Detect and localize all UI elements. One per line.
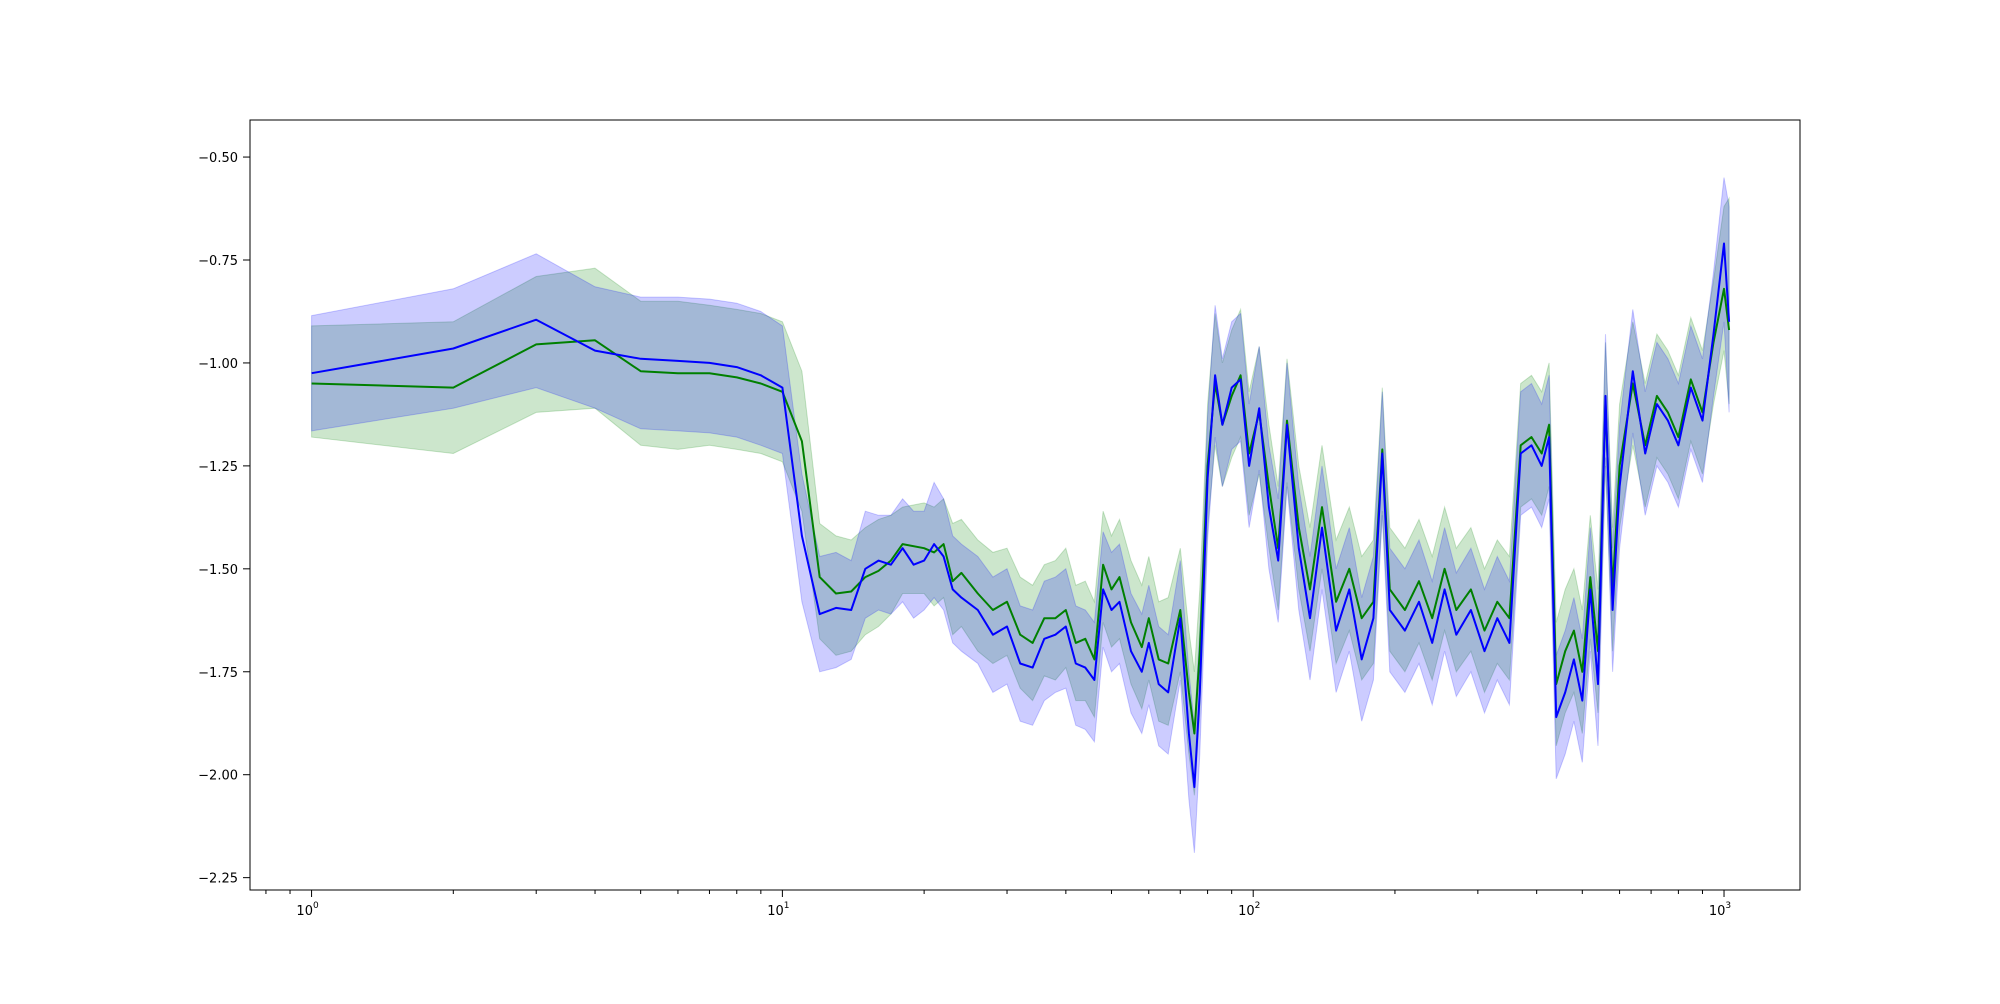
x-tick-label: 101 bbox=[767, 901, 789, 919]
x-tick-label: 103 bbox=[1709, 901, 1731, 919]
confidence-bands bbox=[311, 177, 1730, 853]
y-axis: −0.50 −0.75 −1.00 −1.25 −1.50 −1.75 −2.00 −2.25 bbox=[198, 151, 250, 887]
x-axis: 100 101 102 103 bbox=[265, 890, 1731, 919]
series-2-line bbox=[311, 242, 1731, 789]
y-tick-label: −1.50 bbox=[198, 563, 238, 578]
y-tick-label: −0.75 bbox=[198, 254, 238, 269]
y-tick-label: −0.50 bbox=[198, 151, 238, 166]
series-1-band bbox=[311, 196, 1730, 796]
plot-frame bbox=[249, 119, 1801, 891]
x-tick-label: 100 bbox=[296, 901, 319, 919]
y-tick-label: −1.00 bbox=[198, 357, 238, 372]
y-tick-label: −2.25 bbox=[198, 872, 238, 887]
y-tick-label: −2.00 bbox=[198, 769, 238, 784]
y-tick-label: −1.25 bbox=[198, 460, 238, 475]
x-tick-label: 102 bbox=[1238, 901, 1260, 919]
series-2-band bbox=[311, 177, 1730, 853]
y-tick-label: −1.75 bbox=[198, 666, 238, 681]
series-lines bbox=[311, 242, 1731, 789]
